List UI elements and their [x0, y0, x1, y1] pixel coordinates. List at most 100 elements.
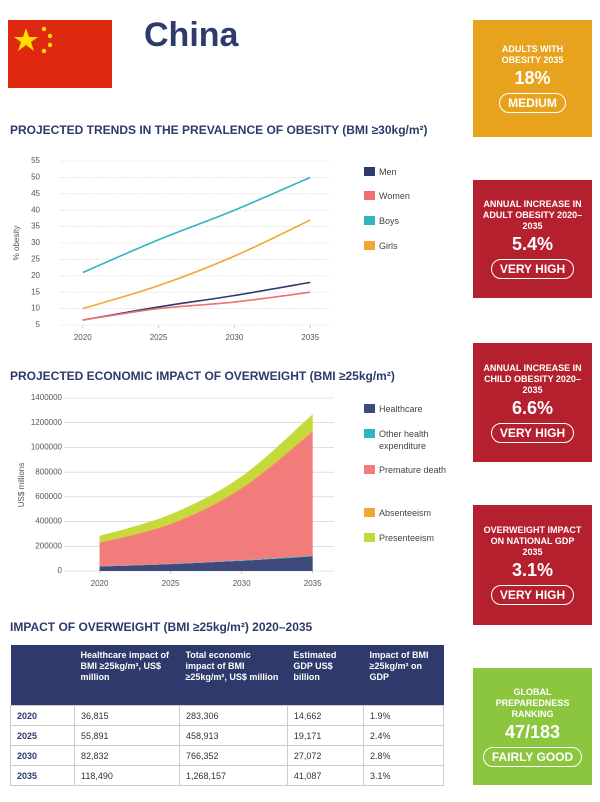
legend-label: Absenteeism: [379, 508, 432, 518]
impact-table: Healthcare impact of BMI ≥25kg/m², US$ m…: [10, 645, 444, 786]
table-cell: 19,171: [286, 725, 365, 746]
table-cell: 1,268,157: [178, 765, 288, 786]
y-tick-label: 25: [31, 255, 40, 264]
y-tick-label: 1200000: [31, 418, 63, 427]
indicator-panel: GLOBAL PREPAREDNESS RANKING 47/183 FAIRLY …: [473, 668, 592, 785]
table-cell: 2035: [10, 765, 75, 786]
y-axis-label: % obesity: [12, 226, 21, 261]
table-cell: 766,352: [178, 745, 288, 766]
legend-label: Girls: [379, 241, 398, 251]
chart-title: PROJECTED ECONOMIC IMPACT OF OVERWEIGHT …: [10, 369, 395, 383]
legend-item: Premature death: [364, 464, 459, 476]
legend-swatch: [364, 216, 375, 225]
table-cell: 82,832: [74, 745, 180, 766]
legend-item: Men: [364, 166, 459, 178]
y-tick-label: 15: [31, 287, 40, 296]
panel-label: ADULTS WITH OBESITY 2035: [501, 44, 564, 65]
legend-item: Presenteeism: [364, 532, 459, 544]
legend-item: Other health expenditure: [364, 428, 459, 452]
legend-item: Women: [364, 190, 459, 202]
panel-label: OVERWEIGHT IMPACT ON NATIONAL GDP 2035: [483, 525, 582, 557]
header-cell: Total economic impact of BMI ≥25kg/m², U…: [179, 645, 288, 706]
x-tick-label: 2035: [304, 579, 322, 588]
y-tick-label: 30: [31, 238, 40, 247]
legend-label: Premature death: [379, 465, 447, 475]
panel-rating: VERY HIGH: [490, 422, 575, 443]
x-tick-label: 2035: [301, 333, 319, 342]
panel-value: 5.4%: [511, 234, 554, 254]
y-tick-label: 55: [31, 156, 40, 165]
panel-rating: VERY HIGH: [490, 585, 575, 605]
legend-item: Boys: [364, 215, 459, 227]
y-tick-label: 400000: [35, 517, 62, 526]
indicator-panel: ANNUAL INCREASE IN ADULT OBESITY 2020–20…: [473, 180, 592, 298]
indicator-panel: OVERWEIGHT IMPACT ON NATIONAL GDP 2035 3.…: [473, 505, 592, 625]
table-row: 2035 118,490 1,268,157 41,087 3.1%: [10, 765, 444, 786]
x-tick-label: 2025: [150, 333, 168, 342]
table-cell: 14,662: [286, 705, 365, 726]
y-tick-label: 40: [31, 205, 40, 214]
table-cell: 27,072: [286, 745, 365, 766]
page-title: China: [144, 16, 239, 54]
table-cell: 36,815: [74, 705, 180, 726]
panel-value: 6.6%: [511, 397, 554, 418]
flag: [8, 20, 112, 88]
table-cell: 118,490: [74, 765, 180, 786]
header-cell: Healthcare impact of BMI ≥25kg/m², US$ m…: [74, 645, 180, 706]
table-title: IMPACT OF OVERWEIGHT (BMI ≥25kg/m²) 2020…: [10, 620, 313, 634]
series-line: [82, 219, 311, 310]
table-cell: 2030: [10, 745, 75, 766]
legend-swatch: [364, 404, 375, 413]
series-area: [99, 432, 313, 567]
panel-label: ANNUAL INCREASE IN CHILD OBESITY 2020–20…: [483, 362, 582, 395]
indicator-panel: ANNUAL INCREASE IN CHILD OBESITY 2020–20…: [473, 343, 592, 462]
panel-label: ANNUAL INCREASE IN ADULT OBESITY 2020–20…: [482, 199, 583, 231]
y-tick-label: 5: [36, 320, 41, 329]
table-cell: 41,087: [286, 765, 365, 786]
x-tick-label: 2020: [74, 333, 92, 342]
table-row: 2030 82,832 766,352 27,072 2.8%: [10, 745, 444, 766]
legend-label: Other health expenditure: [379, 429, 429, 451]
legend-swatch: [364, 167, 375, 176]
chart-title: PROJECTED TRENDS IN THE PREVALENCE OF OB…: [10, 123, 428, 137]
table-cell: 3.1%: [363, 765, 444, 786]
legend-swatch: [364, 508, 375, 517]
table-cell: 2020: [10, 705, 75, 726]
y-axis-label: US$ millions: [17, 463, 26, 507]
panel-rating: FAIRLY GOOD: [482, 746, 583, 767]
y-tick-label: 200000: [35, 541, 62, 550]
table-row: 2020 36,815 283,306 14,662 1.9%: [10, 705, 444, 726]
header-cell: [10, 645, 75, 706]
legend-swatch: [364, 241, 375, 250]
table-cell: 1.9%: [363, 705, 444, 726]
legend-item: Healthcare: [364, 403, 459, 415]
series-line: [82, 291, 311, 321]
table-cell: 2.8%: [363, 745, 444, 766]
table-cell: 2.4%: [363, 725, 444, 746]
y-tick-label: 600000: [35, 492, 62, 501]
y-tick-label: 1400000: [31, 393, 63, 402]
y-tick-label: 45: [31, 189, 40, 198]
panel-rating: MEDIUM: [499, 93, 566, 113]
series-area: [99, 556, 313, 571]
table-cell: 283,306: [178, 705, 288, 726]
table-cell: 458,913: [178, 725, 288, 746]
legend-item: Absenteeism: [364, 507, 459, 519]
y-tick-label: 50: [31, 173, 40, 182]
table-header: Healthcare impact of BMI ≥25kg/m², US$ m…: [10, 645, 444, 706]
legend-swatch: [364, 465, 375, 474]
table-body: 2020 36,815 283,306 14,662 1.9% 2025 55,891 458…: [10, 705, 444, 786]
table-cell: 2025: [10, 725, 75, 746]
y-tick-label: 1000000: [31, 443, 63, 452]
indicator-panel: ADULTS WITH OBESITY 2035 18% MEDIUM: [473, 20, 592, 137]
series-line: [82, 176, 311, 274]
x-tick-label: 2030: [226, 333, 244, 342]
table-cell: 55,891: [74, 725, 180, 746]
y-tick-label: 10: [31, 304, 40, 313]
x-tick-label: 2025: [162, 579, 180, 588]
y-tick-label: 0: [58, 566, 63, 575]
header-cell: Estimated GDP US$ billion: [287, 645, 364, 706]
panel-value: 18%: [514, 68, 551, 88]
